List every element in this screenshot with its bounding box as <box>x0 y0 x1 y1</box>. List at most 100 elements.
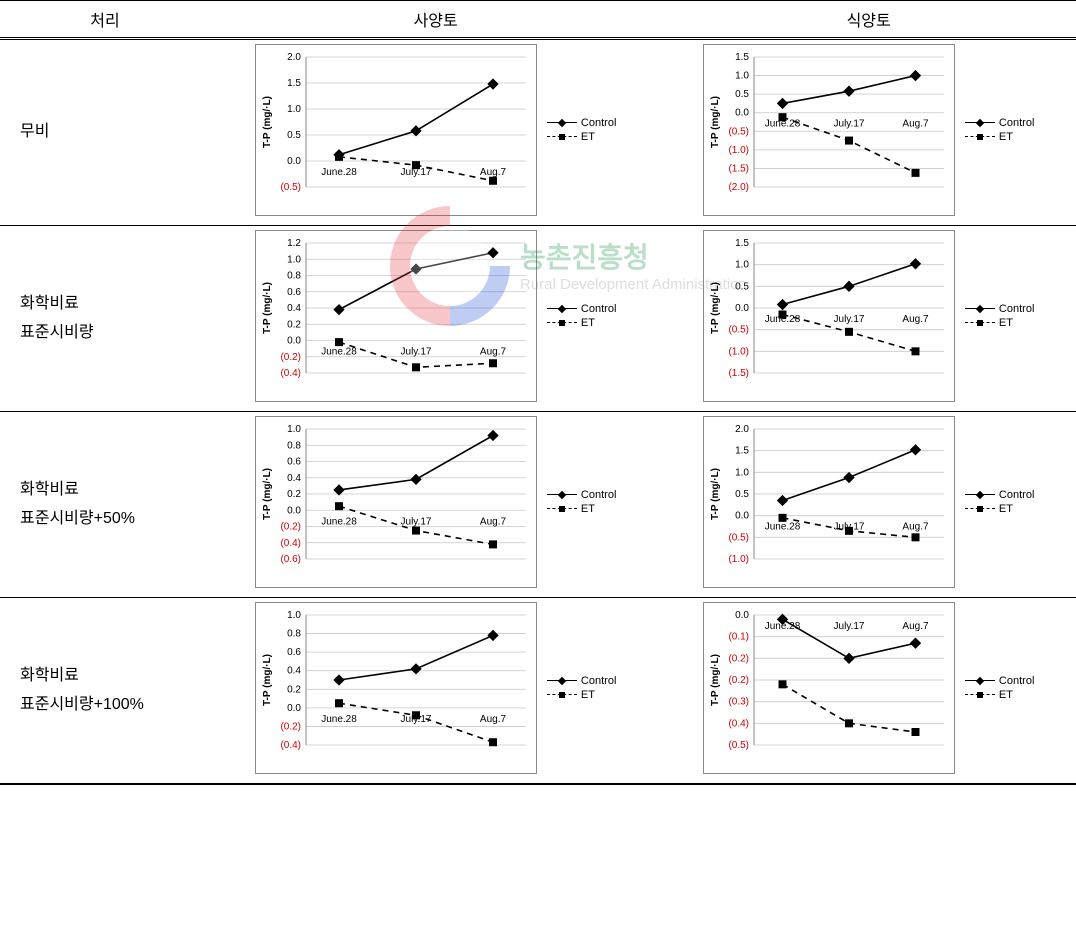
svg-text:1.5: 1.5 <box>735 238 749 249</box>
svg-text:0.0: 0.0 <box>735 303 749 314</box>
legend-control: Control <box>965 303 1034 315</box>
chart-cell-soil-b: 1.51.00.50.0(0.5)(1.0)(1.5)(2.0)June.28J… <box>661 39 1076 226</box>
chart-cell-soil-b: 0.0(0.1)(0.2)(0.2)(0.3)(0.4)(0.5)June.28… <box>661 598 1076 785</box>
legend-et: ET <box>965 131 1034 143</box>
svg-text:0.4: 0.4 <box>287 473 301 484</box>
svg-text:Aug.7: Aug.7 <box>480 347 507 358</box>
svg-text:July.17: July.17 <box>400 347 431 358</box>
svg-text:July.17: July.17 <box>833 314 864 325</box>
chart-legend: Control ET <box>547 487 616 517</box>
legend-control: Control <box>547 675 616 687</box>
svg-text:0.5: 0.5 <box>735 281 749 292</box>
svg-text:0.6: 0.6 <box>287 287 301 298</box>
svg-text:0.8: 0.8 <box>287 629 301 640</box>
row-label: 화학비료표준시비량 <box>0 226 210 412</box>
svg-text:June.28: June.28 <box>765 522 801 533</box>
legend-et: ET <box>965 317 1034 329</box>
svg-text:June.28: June.28 <box>321 516 357 527</box>
svg-text:(0.1): (0.1) <box>728 632 749 643</box>
svg-text:1.0: 1.0 <box>735 71 749 82</box>
legend-et: ET <box>547 317 616 329</box>
svg-text:1.0: 1.0 <box>735 260 749 271</box>
line-chart: 0.0(0.1)(0.2)(0.2)(0.3)(0.4)(0.5)June.28… <box>704 603 954 773</box>
legend-control: Control <box>965 489 1034 501</box>
chart-legend: Control ET <box>965 673 1034 703</box>
row-label: 화학비료표준시비량+100% <box>0 598 210 785</box>
legend-control-label: Control <box>581 489 616 501</box>
svg-text:(0.5): (0.5) <box>728 740 749 751</box>
svg-text:(0.5): (0.5) <box>728 325 749 336</box>
svg-text:July.17: July.17 <box>833 119 864 130</box>
svg-text:0.2: 0.2 <box>287 684 301 695</box>
svg-text:0.8: 0.8 <box>287 440 301 451</box>
line-chart: 1.21.00.80.60.40.20.0(0.2)(0.4)June.28Ju… <box>256 231 536 401</box>
row-label: 화학비료표준시비량+50% <box>0 412 210 598</box>
svg-text:T-P (mg/·L): T-P (mg/·L) <box>262 468 273 520</box>
svg-text:Aug.7: Aug.7 <box>902 522 929 533</box>
svg-text:(1.5): (1.5) <box>728 368 749 379</box>
svg-text:(2.0): (2.0) <box>728 182 749 193</box>
svg-text:(0.5): (0.5) <box>728 532 749 543</box>
svg-text:Aug.7: Aug.7 <box>480 516 507 527</box>
svg-text:T-P (mg/·L): T-P (mg/·L) <box>262 96 273 148</box>
legend-control-label: Control <box>999 303 1034 315</box>
chart-cell-soil-b: 1.51.00.50.0(0.5)(1.0)(1.5)June.28July.1… <box>661 226 1076 412</box>
svg-text:(0.5): (0.5) <box>280 182 301 193</box>
chart-legend: Control ET <box>547 301 616 331</box>
svg-text:1.5: 1.5 <box>735 446 749 457</box>
legend-control: Control <box>547 489 616 501</box>
chart-cell-soil-a: 1.00.80.60.40.20.0(0.2)(0.4)June.28July.… <box>210 598 661 785</box>
svg-text:Aug.7: Aug.7 <box>902 119 929 130</box>
svg-text:0.0: 0.0 <box>735 610 749 621</box>
legend-control: Control <box>547 303 616 315</box>
svg-text:(0.3): (0.3) <box>728 697 749 708</box>
legend-et: ET <box>965 689 1034 701</box>
line-chart: 1.51.00.50.0(0.5)(1.0)(1.5)(2.0)June.28J… <box>704 45 954 215</box>
svg-text:2.0: 2.0 <box>735 424 749 435</box>
line-chart: 1.00.80.60.40.20.0(0.2)(0.4)June.28July.… <box>256 603 536 773</box>
header-soil-b: 식양토 <box>661 1 1076 39</box>
svg-text:1.0: 1.0 <box>287 610 301 621</box>
legend-et-label: ET <box>581 317 595 329</box>
svg-text:0.5: 0.5 <box>735 489 749 500</box>
chart-cell-soil-a: 1.21.00.80.60.40.20.0(0.2)(0.4)June.28Ju… <box>210 226 661 412</box>
line-chart: 1.00.80.60.40.20.0(0.2)(0.4)(0.6)June.28… <box>256 417 536 587</box>
svg-text:1.5: 1.5 <box>735 52 749 63</box>
svg-text:(1.0): (1.0) <box>728 346 749 357</box>
svg-text:1.0: 1.0 <box>735 467 749 478</box>
svg-text:June.28: June.28 <box>321 347 357 358</box>
svg-text:0.8: 0.8 <box>287 271 301 282</box>
svg-text:0.4: 0.4 <box>287 666 301 677</box>
legend-et-label: ET <box>999 503 1013 515</box>
svg-text:T-P (mg/·L): T-P (mg/·L) <box>710 468 721 520</box>
svg-text:T-P (mg/·L): T-P (mg/·L) <box>710 282 721 334</box>
svg-text:(0.2): (0.2) <box>280 522 301 533</box>
svg-text:0.5: 0.5 <box>287 130 301 141</box>
svg-text:T-P (mg/·L): T-P (mg/·L) <box>710 96 721 148</box>
header-soil-a: 사양토 <box>210 1 661 39</box>
legend-control-label: Control <box>581 117 616 129</box>
legend-et-label: ET <box>999 131 1013 143</box>
legend-et-label: ET <box>581 131 595 143</box>
svg-text:(0.2): (0.2) <box>728 653 749 664</box>
legend-et-label: ET <box>999 317 1013 329</box>
svg-text:1.2: 1.2 <box>287 238 301 249</box>
svg-text:(0.4): (0.4) <box>280 538 301 549</box>
svg-text:(1.5): (1.5) <box>728 163 749 174</box>
svg-text:0.2: 0.2 <box>287 489 301 500</box>
svg-text:July.17: July.17 <box>833 621 864 632</box>
svg-text:0.5: 0.5 <box>735 89 749 100</box>
legend-et: ET <box>965 503 1034 515</box>
line-chart: 1.51.00.50.0(0.5)(1.0)(1.5)June.28July.1… <box>704 231 954 401</box>
svg-text:2.0: 2.0 <box>287 52 301 63</box>
svg-text:July.17: July.17 <box>400 516 431 527</box>
svg-text:0.4: 0.4 <box>287 303 301 314</box>
legend-control: Control <box>965 675 1034 687</box>
svg-text:(0.5): (0.5) <box>728 126 749 137</box>
chart-legend: Control ET <box>965 487 1034 517</box>
legend-control-label: Control <box>999 489 1034 501</box>
chart-cell-soil-a: 2.01.51.00.50.0(0.5)June.28July.17Aug.7T… <box>210 39 661 226</box>
legend-et: ET <box>547 503 616 515</box>
svg-text:0.2: 0.2 <box>287 319 301 330</box>
chart-legend: Control ET <box>547 673 616 703</box>
